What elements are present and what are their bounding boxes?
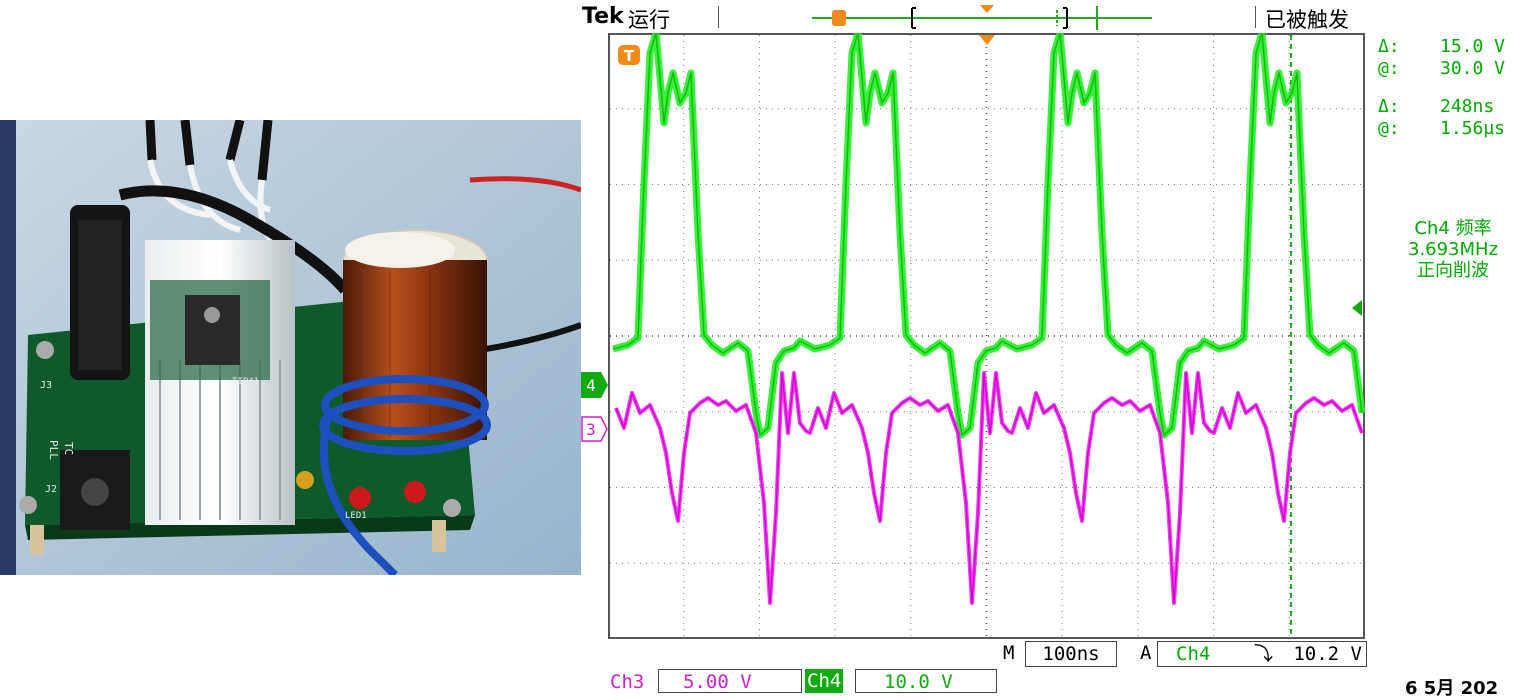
trigger-source: Ch4 — [1176, 643, 1211, 665]
timebase-value: 100ns — [1025, 641, 1117, 667]
trigger-marker-text: T — [624, 47, 635, 65]
ch4-marker-label: 4 — [586, 376, 596, 395]
record-position-indicator — [812, 5, 1152, 30]
cursor-delta-v-label: Δ: — [1378, 36, 1400, 57]
measurement-source: Ch4 频率 — [1414, 218, 1492, 239]
pcb-label-j2: J2 — [45, 484, 57, 495]
trigger-level: 10.2 V — [1293, 643, 1362, 665]
measurement-readout: Ch4 频率 3.693MHz 正向削波 — [1388, 218, 1518, 281]
measurement-value: 3.693MHz — [1407, 239, 1499, 260]
ch4-ground-marker: 4 — [581, 372, 608, 398]
separator — [1255, 6, 1256, 28]
scope-status-bar: Tek 运行 已被触发 — [582, 0, 1372, 32]
ch4-scale: 10.0 V — [855, 669, 997, 693]
circuit-board-photo: PLL TC J2 J3 LED1 TIP41 — [0, 120, 581, 575]
ch4-label: Ch4 — [805, 669, 844, 693]
trigger-state: 已被触发 — [1265, 8, 1349, 32]
trigger-readout: Ch4 ⤵ 10.2 V — [1157, 641, 1367, 667]
trigger-prefix: A — [1140, 642, 1152, 664]
cursor-at-v-label: @: — [1378, 58, 1400, 79]
pcb-label-pll: PLL — [47, 440, 60, 460]
cursor-delta-t: 248ns — [1440, 96, 1495, 117]
cursor-at-v: 30.0 V — [1440, 58, 1506, 79]
measurement-mode: 正向削波 — [1417, 260, 1489, 281]
cursor-delta-t-label: Δ: — [1378, 96, 1400, 117]
trigger-marker-icon: T — [618, 45, 640, 65]
trigger-point-icon — [980, 5, 994, 13]
pcb-label-led1: LED1 — [345, 511, 367, 521]
ch3-scale: 5.00 V — [658, 669, 802, 693]
cursor-delta-v: 15.0 V — [1440, 36, 1506, 57]
pcb-label-tc: TC — [62, 442, 75, 455]
trigger-position-icon — [832, 10, 846, 26]
brand-logo: Tek — [582, 4, 624, 29]
date-readout: 6 5月 202 — [1405, 678, 1499, 699]
trigger-slope-icon: ⤵ — [1254, 643, 1274, 665]
trigger-level-icon — [1352, 300, 1362, 316]
pcb-label-j3: J3 — [40, 380, 52, 391]
ch3-waveform-core — [615, 372, 1363, 604]
scope-graticule: T — [608, 33, 1365, 639]
separator — [718, 6, 719, 28]
ch3-label: Ch3 — [610, 671, 645, 693]
trigger-time-icon — [979, 35, 995, 45]
cursor-at-t: 1.56µs — [1440, 118, 1506, 139]
acquisition-state: 运行 — [628, 8, 670, 32]
ch3-ground-marker: 3 — [581, 416, 608, 442]
timebase-prefix: M — [1003, 642, 1015, 664]
ch4-waveform-core — [612, 33, 1363, 436]
cursor-at-t-label: @: — [1378, 118, 1400, 139]
pcb-label-tip41: TIP41 — [232, 377, 259, 387]
ch3-marker-label: 3 — [586, 420, 596, 439]
